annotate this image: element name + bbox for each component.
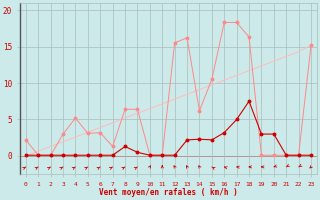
X-axis label: Vent moyen/en rafales ( km/h ): Vent moyen/en rafales ( km/h ) bbox=[99, 188, 238, 197]
